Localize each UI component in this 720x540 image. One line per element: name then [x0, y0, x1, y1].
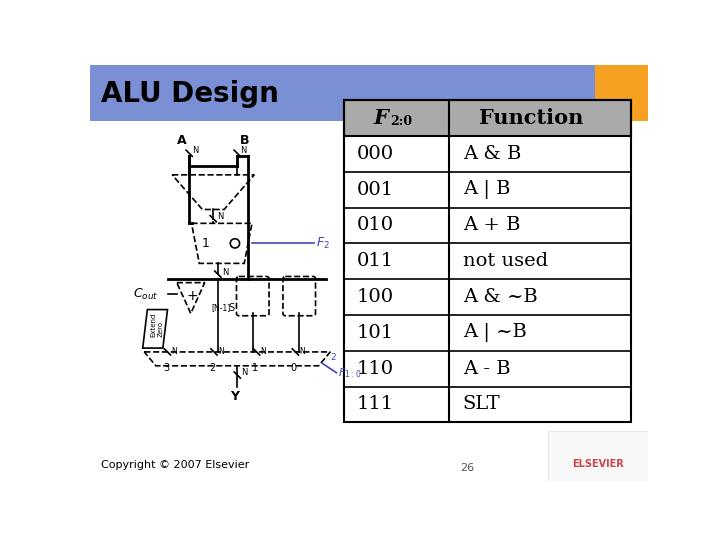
- Text: $F_{1:0}$: $F_{1:0}$: [338, 367, 361, 380]
- Text: SLT: SLT: [463, 395, 500, 414]
- Text: ALU Design: ALU Design: [101, 80, 279, 108]
- Text: N: N: [261, 347, 266, 356]
- Text: $C_{out}$: $C_{out}$: [132, 287, 158, 302]
- Text: 3: 3: [163, 363, 169, 373]
- Text: A: A: [177, 134, 186, 147]
- Text: N: N: [222, 268, 228, 277]
- Text: N: N: [218, 347, 224, 356]
- Text: B: B: [240, 134, 250, 147]
- Text: 1: 1: [252, 363, 258, 373]
- Bar: [595, 65, 648, 121]
- Text: A & ~B: A & ~B: [463, 288, 538, 306]
- Text: N: N: [240, 146, 247, 156]
- Text: $F_2$: $F_2$: [316, 236, 330, 251]
- Text: 0: 0: [291, 363, 297, 373]
- Text: Y: Y: [230, 390, 240, 403]
- Text: 001: 001: [357, 181, 394, 199]
- Text: N: N: [217, 213, 223, 221]
- Text: 000: 000: [357, 145, 394, 163]
- Text: 101: 101: [357, 324, 394, 342]
- Text: F: F: [373, 108, 388, 128]
- Text: N: N: [192, 146, 199, 156]
- Bar: [90, 65, 595, 121]
- Text: 2:0: 2:0: [390, 116, 412, 129]
- Text: Zero: Zero: [158, 321, 163, 337]
- Text: A + B: A + B: [463, 217, 521, 234]
- Bar: [344, 100, 631, 136]
- Text: not used: not used: [463, 252, 548, 270]
- Text: 1: 1: [202, 237, 210, 250]
- Text: Function: Function: [479, 108, 583, 128]
- Text: 010: 010: [357, 217, 394, 234]
- Text: 110: 110: [357, 360, 394, 377]
- Text: Extend: Extend: [150, 313, 156, 337]
- Text: A - B: A - B: [463, 360, 510, 377]
- Text: 2: 2: [210, 363, 215, 373]
- Text: N: N: [300, 347, 305, 356]
- Text: A & B: A & B: [463, 145, 521, 163]
- Text: ELSEVIER: ELSEVIER: [572, 459, 624, 469]
- Text: 100: 100: [357, 288, 394, 306]
- Text: S: S: [229, 303, 235, 313]
- Text: 111: 111: [357, 395, 394, 414]
- Bar: [547, 431, 648, 481]
- Text: 2: 2: [330, 353, 336, 362]
- Bar: [344, 100, 631, 422]
- Text: 011: 011: [357, 252, 394, 270]
- Text: +: +: [186, 289, 198, 303]
- Text: 26: 26: [460, 463, 474, 473]
- Text: A | B: A | B: [463, 180, 510, 199]
- Text: [N-1]: [N-1]: [212, 303, 231, 313]
- Text: N: N: [241, 368, 248, 377]
- Text: N: N: [171, 347, 177, 356]
- Text: A | ~B: A | ~B: [463, 323, 526, 342]
- Text: Copyright © 2007 Elsevier: Copyright © 2007 Elsevier: [101, 460, 249, 470]
